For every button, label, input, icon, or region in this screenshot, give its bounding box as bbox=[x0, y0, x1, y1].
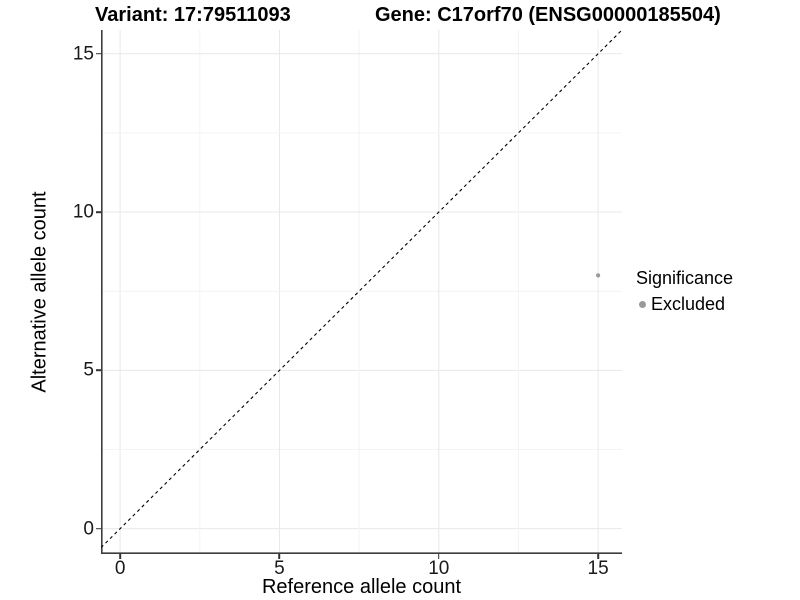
y-tick-label: 15 bbox=[72, 43, 94, 65]
legend-label: Excluded bbox=[651, 294, 726, 314]
y-tick-label: 5 bbox=[83, 359, 94, 381]
x-axis-title: Reference allele count bbox=[261, 576, 461, 598]
x-tick-mark bbox=[119, 554, 121, 559]
y-tick-mark bbox=[96, 211, 101, 213]
y-tick-mark bbox=[96, 369, 101, 372]
legend-item: Excluded bbox=[636, 294, 733, 315]
x-tick-mark bbox=[278, 554, 281, 559]
variant-title: Variant: 17:79511093 bbox=[95, 4, 291, 26]
identity-line bbox=[101, 30, 622, 549]
x-tick-label: 5 bbox=[274, 558, 285, 579]
gene-title: Gene: C17orf70 (ENSG00000185504) bbox=[375, 4, 721, 26]
x-tick-label: 10 bbox=[428, 558, 450, 579]
legend-items: Excluded bbox=[636, 294, 733, 315]
legend-key-dot bbox=[639, 301, 646, 308]
legend: Significance Excluded bbox=[636, 268, 733, 315]
x-tick-label: 0 bbox=[114, 558, 126, 579]
y-tick-label: 0 bbox=[83, 518, 94, 540]
y-tick-mark bbox=[96, 527, 101, 530]
y-tick-mark bbox=[96, 52, 101, 55]
plot-canvas bbox=[101, 30, 622, 554]
legend-title: Significance bbox=[636, 268, 734, 288]
data-point bbox=[596, 273, 601, 278]
y-tick-label: 10 bbox=[72, 201, 94, 223]
x-tick-mark bbox=[437, 554, 440, 559]
plot-panel bbox=[101, 30, 622, 554]
x-tick-label: 15 bbox=[587, 558, 609, 579]
x-tick-mark bbox=[597, 554, 599, 559]
